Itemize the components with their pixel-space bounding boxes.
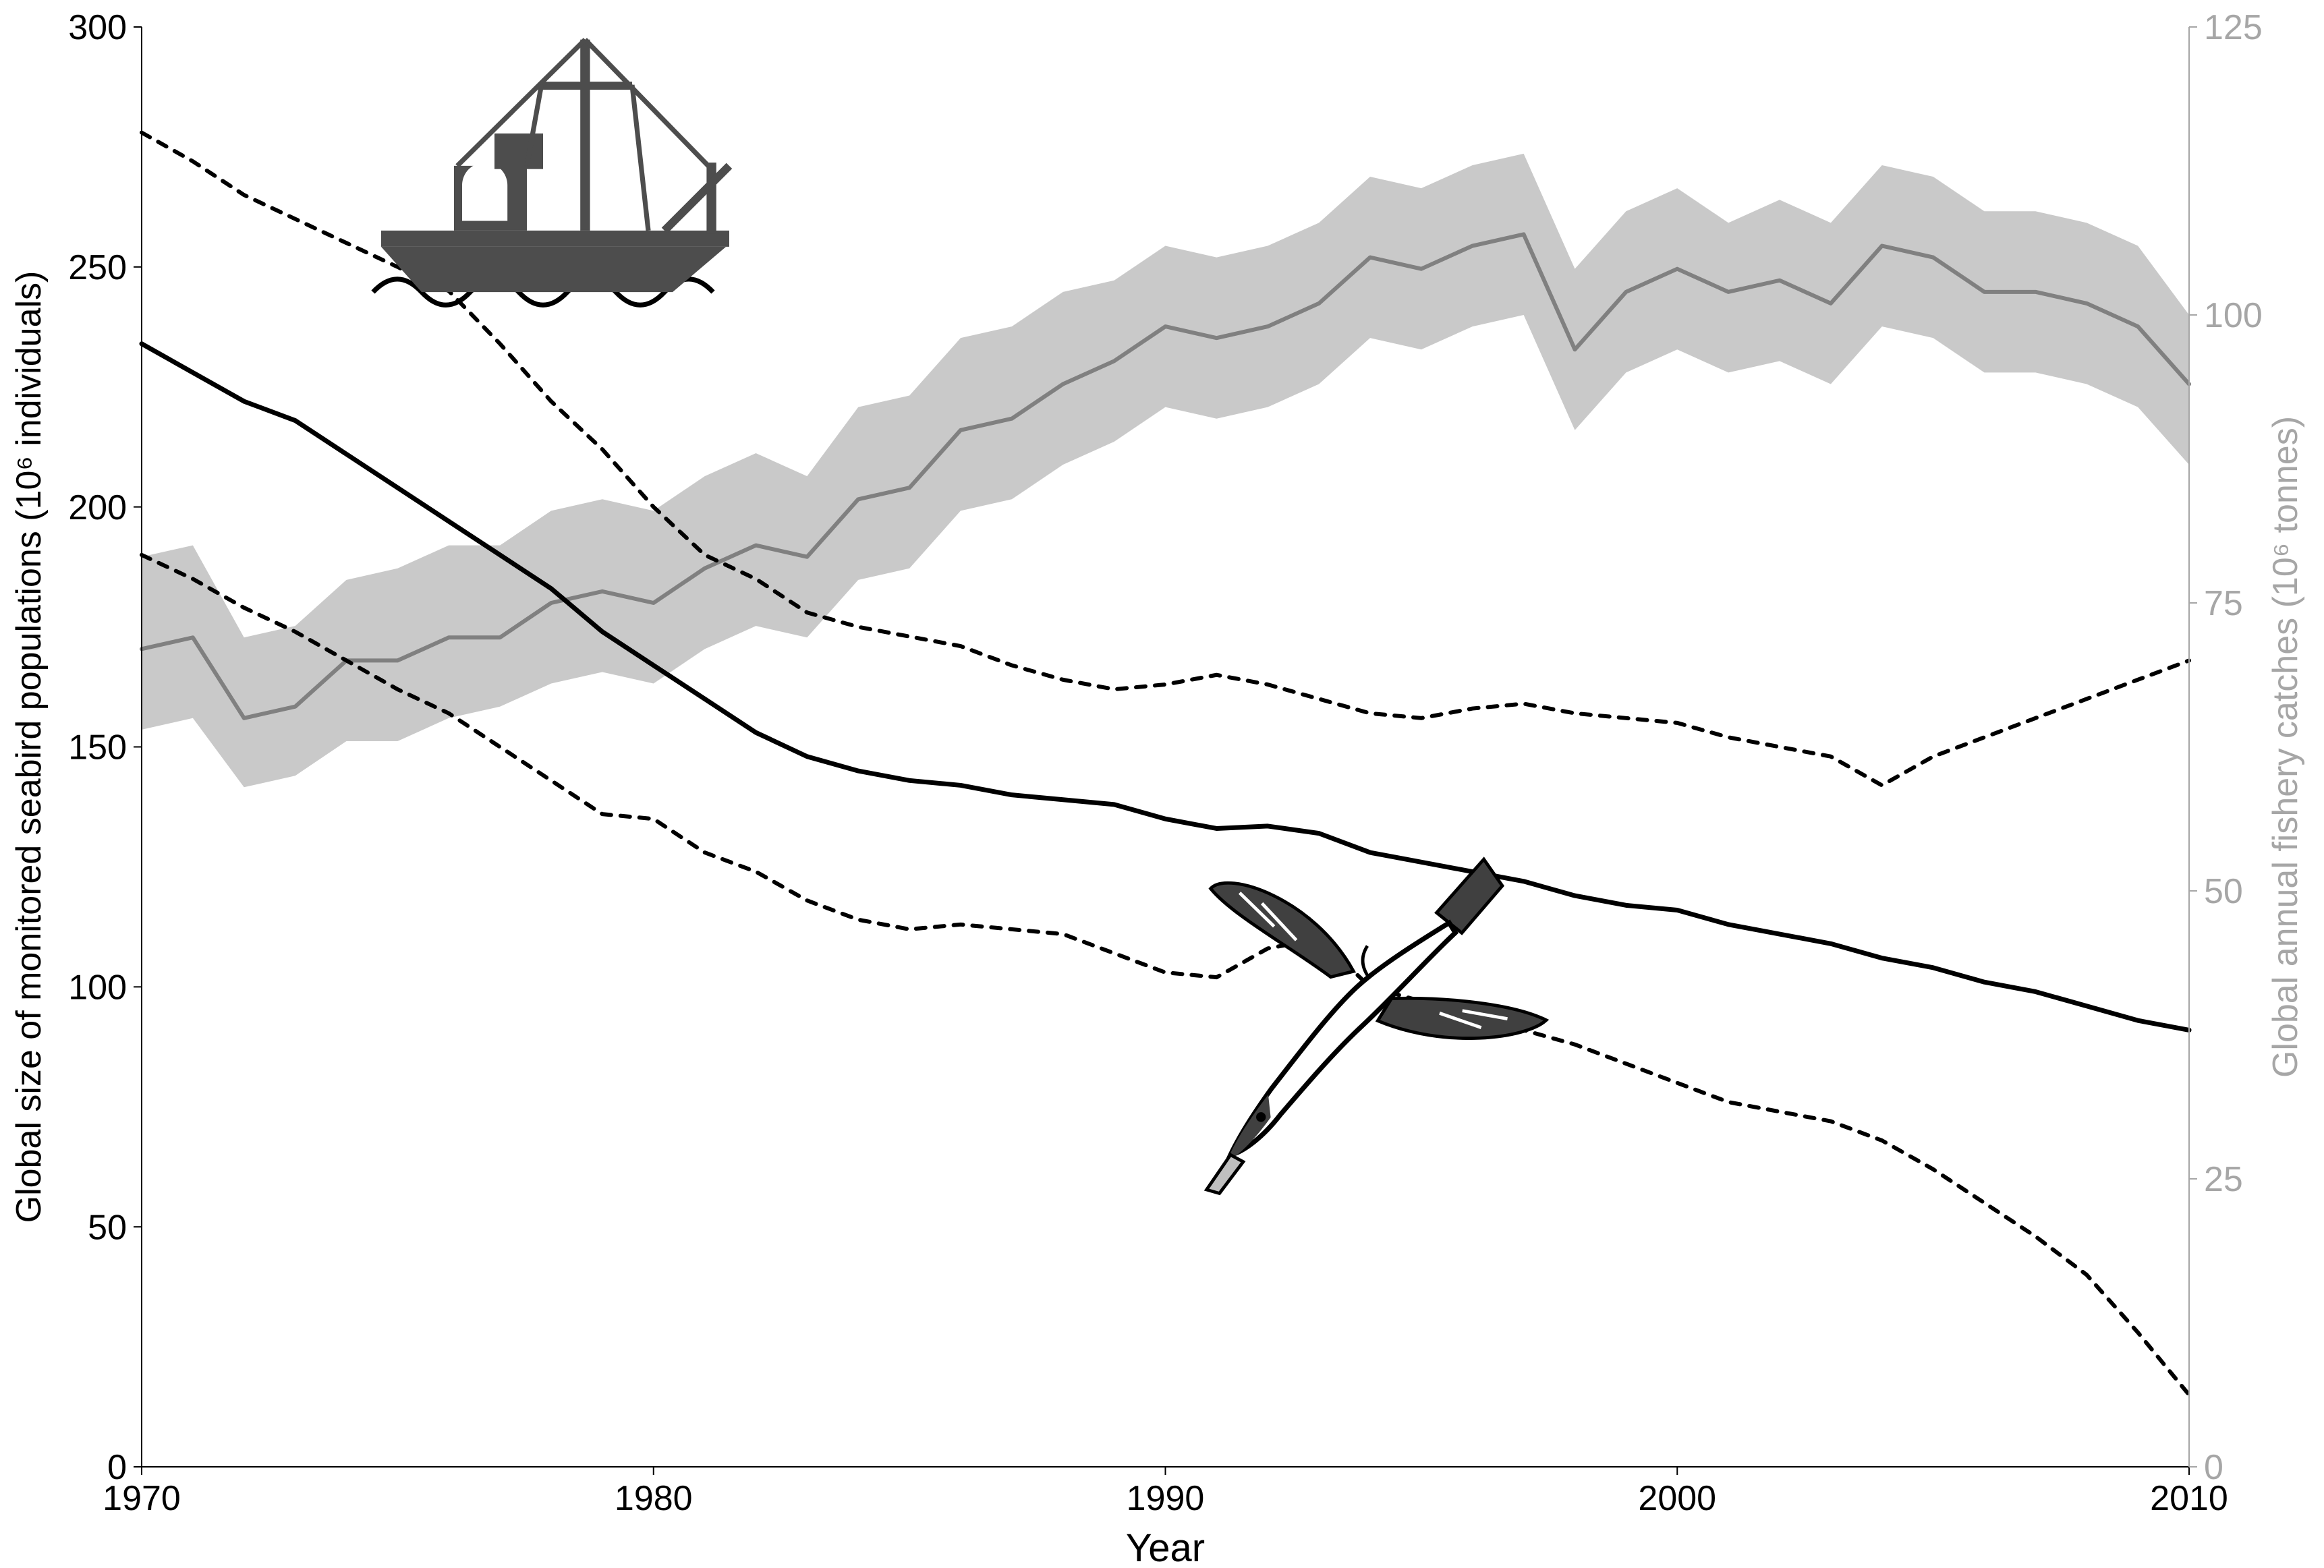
x-axis-label: Year — [1126, 1526, 1205, 1568]
x-tick-label: 1980 — [615, 1479, 693, 1518]
yr-tick-label: 25 — [2204, 1160, 2243, 1199]
yl-tick-label: 50 — [88, 1208, 127, 1247]
yr-tick-label: 75 — [2204, 584, 2243, 623]
y-left-axis-label: Global size of monitored seabird populat… — [9, 271, 49, 1223]
chart-container: 19701980199020002010Year0501001502002503… — [0, 0, 2324, 1568]
yl-tick-label: 100 — [68, 968, 127, 1008]
yl-tick-label: 0 — [107, 1448, 127, 1487]
yr-tick-label: 125 — [2204, 8, 2263, 47]
yl-tick-label: 200 — [68, 488, 127, 527]
yl-tick-label: 150 — [68, 728, 127, 767]
x-tick-label: 1990 — [1127, 1479, 1205, 1518]
yl-tick-label: 250 — [68, 248, 127, 287]
yr-tick-label: 50 — [2204, 872, 2243, 911]
x-tick-label: 2000 — [1638, 1479, 1716, 1518]
yr-tick-label: 100 — [2204, 296, 2263, 335]
line-chart: 19701980199020002010Year0501001502002503… — [0, 0, 2324, 1568]
y-right-axis-label: Global annual fishery catches (10⁶ tonne… — [2266, 416, 2305, 1078]
yr-tick-label: 0 — [2204, 1448, 2223, 1487]
yl-tick-label: 300 — [68, 8, 127, 47]
